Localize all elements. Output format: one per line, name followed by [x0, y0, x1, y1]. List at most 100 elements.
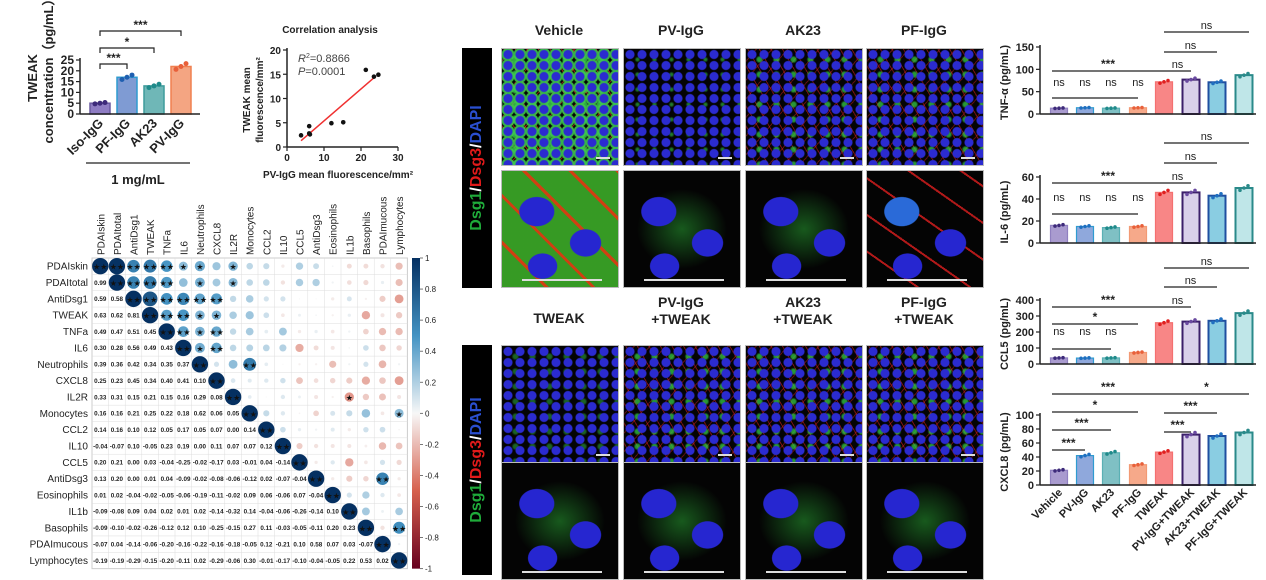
significance-star: ★★ — [176, 312, 190, 321]
correlation-circle — [298, 363, 301, 366]
significance-star: ★★ — [126, 279, 140, 288]
scale-bar — [961, 157, 975, 159]
significance-label: ns — [1105, 192, 1117, 204]
correlation-circle — [245, 295, 254, 303]
significance-star: ★ — [396, 410, 403, 419]
y-tick-label: 100 — [1016, 343, 1034, 355]
correlation-circle — [364, 297, 368, 301]
correlation-value: -0.20 — [160, 558, 175, 565]
micro-title-line1: AK23 — [785, 294, 821, 310]
data-point — [1211, 195, 1215, 200]
data-point — [173, 66, 179, 72]
column-label: Lymphocytes — [395, 196, 406, 255]
correlation-value: 0.16 — [111, 411, 124, 418]
correlation-circle — [397, 542, 401, 546]
correlation-value: 0.42 — [127, 362, 140, 369]
correlation-value: -0.15 — [143, 558, 158, 565]
micro-title-ak23-tweak: AK23 +TWEAK — [743, 294, 863, 328]
data-point — [97, 100, 103, 106]
correlation-circle — [247, 378, 252, 383]
correlation-value: 0.07 — [327, 541, 340, 548]
bar — [1154, 451, 1174, 486]
micro-title-pf-igg: PF-IgG — [901, 22, 947, 38]
correlation-value: 0.03 — [227, 460, 240, 467]
data-point — [92, 101, 98, 107]
correlation-circle — [298, 395, 301, 399]
correlation-value: 0.20 — [111, 476, 124, 483]
correlation-value: 0.01 — [94, 492, 107, 499]
correlation-value: 0.34 — [144, 378, 157, 385]
data-point — [1087, 105, 1091, 110]
correlation-value: 0.25 — [144, 411, 157, 418]
data-point — [102, 100, 108, 106]
bar — [1049, 224, 1069, 244]
correlation-value: 0.18 — [177, 411, 190, 418]
correlation-value: 0.62 — [111, 313, 124, 320]
correlation-value: 0.58 — [111, 296, 124, 303]
column-label: TNFa — [163, 230, 174, 255]
correlation-value: 0.10 — [194, 378, 207, 385]
correlation-circle — [279, 344, 287, 352]
correlation-value: -0.17 — [276, 558, 291, 565]
correlation-circle — [246, 279, 253, 286]
correlation-value: -0.07 — [359, 541, 374, 548]
correlation-value: 0.16 — [111, 427, 124, 434]
correlation-circle — [161, 309, 173, 321]
x-tick-label: 0 — [284, 153, 290, 164]
correlation-circle — [363, 361, 369, 367]
row-label: TWEAK — [52, 311, 88, 322]
data-point — [1215, 434, 1219, 438]
correlation-circle — [313, 378, 319, 383]
bar — [1234, 187, 1254, 244]
correlation-circle — [378, 327, 387, 336]
significance-label: * — [1204, 380, 1209, 394]
correlation-circle — [397, 363, 401, 366]
correlation-circle — [341, 503, 358, 520]
correlation-value: 0.03 — [144, 460, 157, 467]
correlation-circle — [108, 274, 126, 291]
correlation-value: -0.12 — [160, 525, 175, 532]
y-axis-label: CCL5 (pg/mL) — [999, 298, 1011, 370]
correlation-value: -0.03 — [276, 525, 291, 532]
significance-star: ★★ — [209, 295, 223, 304]
correlation-value: 0.04 — [144, 509, 157, 516]
data-point — [1242, 430, 1246, 435]
correlation-value: 0.02 — [260, 476, 273, 483]
correlation-value: -0.02 — [226, 492, 241, 499]
data-point — [1140, 350, 1144, 354]
correlation-circle — [263, 279, 270, 286]
scale-bar — [596, 157, 610, 159]
scale-bar — [840, 157, 854, 159]
data-point — [1087, 452, 1091, 457]
significance-label: *** — [1101, 57, 1115, 71]
significance-label: *** — [1183, 399, 1197, 413]
significance-bracket — [99, 63, 128, 69]
correlation-circle — [315, 298, 317, 300]
correlation-value: -0.04 — [309, 492, 324, 499]
correlation-value: 0.00 — [194, 443, 207, 450]
data-point — [146, 85, 152, 91]
correlation-value: -0.09 — [93, 509, 108, 516]
correlation-circle — [347, 313, 351, 317]
correlation-circle — [178, 278, 188, 287]
r-label: R — [298, 53, 306, 65]
significance-label: ns — [1079, 192, 1091, 204]
significance-label: ns — [1172, 171, 1184, 183]
data-point — [1061, 222, 1065, 227]
data-point — [307, 132, 313, 137]
micrograph-pf-igg-tweak-closeup — [866, 462, 984, 580]
correlation-value: 0.08 — [210, 394, 223, 401]
correlation-value: -0.19 — [110, 558, 125, 565]
correlation-circle — [313, 410, 319, 417]
correlation-circle — [296, 442, 303, 450]
data-point — [1211, 81, 1215, 86]
correlation-value: -0.32 — [226, 509, 241, 516]
correlation-circle — [379, 459, 386, 465]
y-tick-label: 10 — [61, 85, 75, 99]
correlation-value: 0.12 — [177, 525, 190, 532]
correlation-value: 0.29 — [194, 394, 207, 401]
bar — [1154, 191, 1174, 244]
micro-title-pv-igg-tweak: PV-IgG +TWEAK — [621, 294, 741, 328]
correlation-value: -0.02 — [193, 460, 208, 467]
y-tick-label: 60 — [1022, 438, 1034, 450]
